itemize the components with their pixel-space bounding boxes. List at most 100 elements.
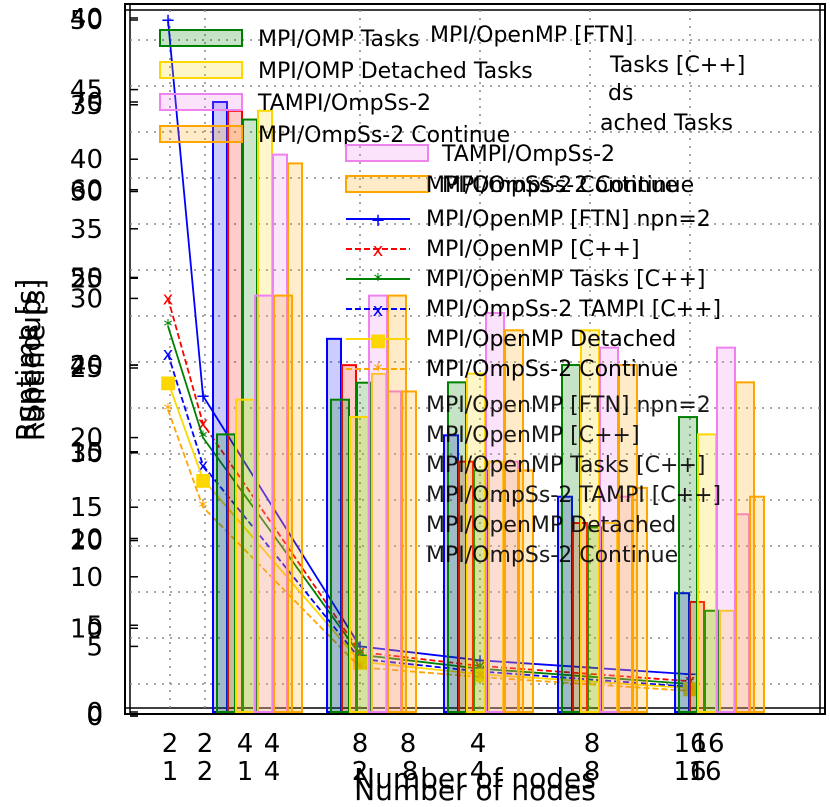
x-tick-label: 4 (264, 757, 281, 787)
y-tick-label: 30 (70, 178, 103, 208)
y-axis-label: Runtime [s] (10, 279, 43, 441)
legend-label: MPI/OmpSs-2 TAMPI [C++] (426, 297, 721, 322)
legend-overlay-text: MPI/OmpSs-2 Continue (426, 173, 678, 198)
y-tick-label: 30 (70, 284, 103, 314)
line-point-marker: x (198, 455, 209, 476)
line-point-marker: x (355, 649, 366, 670)
y-tick-label: 70 (70, 88, 103, 118)
line-series-path (167, 325, 691, 685)
x-tick-label: 16 (673, 729, 706, 759)
bar-speedup (504, 329, 524, 713)
legend-marker: + (370, 210, 385, 231)
line-point-marker: x (163, 288, 174, 309)
line-point-marker: * (356, 657, 365, 678)
legend-swatch (345, 175, 429, 193)
bar-series (212, 101, 765, 714)
legend-label-repeat: MPI/OmpSs-2 Continue (426, 543, 678, 568)
legends: MPI/OMP Tasks MPI/OMP Detached Tasks TAMPI… (159, 23, 745, 568)
x-tick-label: 1 (162, 757, 179, 787)
bar-speedup (618, 364, 638, 713)
y-tick-label: 0 (86, 698, 103, 728)
line-point-marker: * (199, 428, 208, 449)
legend-overlay-text: Tasks [C++] (609, 53, 745, 78)
bar-speedup (735, 381, 755, 713)
line-point-marker: + (160, 10, 175, 31)
line-point-marker: x (355, 642, 366, 663)
x-tick-label: 8 (400, 729, 417, 759)
y-ticks: 0510152025303540010203040506070051015202… (70, 4, 138, 732)
bar-speedup (330, 398, 350, 713)
bar-speedup (387, 294, 407, 713)
legend-label: MPI/OpenMP [FTN] npn=2 (426, 207, 711, 232)
legend-marker: * (374, 360, 383, 381)
x-tick-label: 2 (162, 729, 179, 759)
legend-swatch (159, 125, 243, 143)
legend-swatch (159, 29, 243, 47)
y-tick-label: 10 (70, 525, 103, 555)
y-tick-label: 15 (70, 493, 103, 523)
y-tick-label: 20 (70, 527, 103, 557)
legend-label: MPI/OpenMP Detached (426, 327, 676, 352)
y-tick-label: 40 (70, 145, 103, 175)
x-tick-label: 8 (402, 757, 419, 787)
legend-marker: ■ (369, 330, 386, 351)
bar-speedup (254, 294, 274, 713)
line-series-path (167, 409, 691, 692)
legend-overlay-text: ached Tasks (600, 111, 733, 136)
bar-speedup (273, 294, 293, 713)
y-tick-label: 15 (70, 438, 103, 468)
x-tick-label: 16 (691, 729, 724, 759)
y-tick-label: 20 (70, 424, 103, 454)
y-tick-label: 40 (70, 351, 103, 381)
line-point-marker: ■ (194, 469, 211, 490)
y-tick-label: 0 (86, 702, 103, 732)
legend-label: MPI/OpenMP Tasks [C++] (426, 267, 705, 292)
y-tick-label: 10 (70, 563, 103, 593)
legend-swatch (159, 61, 243, 79)
y-tick-label: 35 (70, 215, 103, 245)
x-tick-label: 1 (237, 757, 254, 787)
y-tick-label: 30 (70, 439, 103, 469)
y-axis-label: Speedup (14, 298, 47, 421)
plot-frame (124, 3, 826, 715)
line-point-marker: * (356, 645, 365, 666)
legend-label-repeat: MPI/OpenMP [FTN] npn=2 (426, 393, 711, 418)
y-tick-label: 5 (86, 611, 103, 641)
y-axis-label: Runtime [s] (18, 279, 51, 441)
y-tick-label: 35 (70, 91, 103, 121)
y-tick-label: 50 (70, 6, 103, 36)
x-tick-label: 2 (197, 729, 214, 759)
legend-label-repeat: MPI/OpenMP Tasks [C++] (426, 453, 705, 478)
y-tick-label: 10 (70, 614, 103, 644)
legend-swatch (345, 144, 429, 162)
line-point-marker: x (475, 661, 486, 682)
legend-label: TAMPI/OmpSs-2 (441, 142, 615, 167)
line-point-marker: x (163, 344, 174, 365)
legend-label: MPI/OMP Tasks (258, 27, 420, 52)
legend-label: TAMPI/OmpSs-2 (257, 91, 431, 116)
bar-speedup (349, 416, 369, 713)
legend-label: MPI/OmpSs-2 Continue (258, 123, 510, 148)
y-tick-label: 40 (70, 4, 103, 34)
line-point-marker: + (195, 386, 210, 407)
bar-speedup (368, 294, 388, 713)
legend-label-repeat: MPI/OpenMP Detached (426, 513, 676, 538)
x-tick-label: 4 (237, 729, 254, 759)
x-tick-label: 4 (470, 757, 487, 787)
legend-marker: x (373, 240, 384, 261)
bar-speedup (716, 346, 736, 713)
line-point-marker: * (164, 316, 173, 337)
legend-label: MPI/OMP Detached Tasks (258, 59, 533, 84)
y-tick-label: 45 (70, 76, 103, 106)
y-tick-label: 25 (70, 264, 103, 294)
x-axis-label: Number of nodes (354, 774, 596, 807)
x-tick-label: 8 (584, 757, 601, 787)
legend-overlay-text: MPI/OpenMP [FTN] (430, 23, 633, 48)
x-tick-label: 8 (584, 729, 601, 759)
legend-swatch (159, 93, 243, 111)
line-point-marker: * (476, 659, 485, 680)
legend-label: MPI/OmpSs-2 Continue (442, 173, 694, 198)
legend-label: MPI/OmpSs-2 Continue (426, 357, 678, 382)
